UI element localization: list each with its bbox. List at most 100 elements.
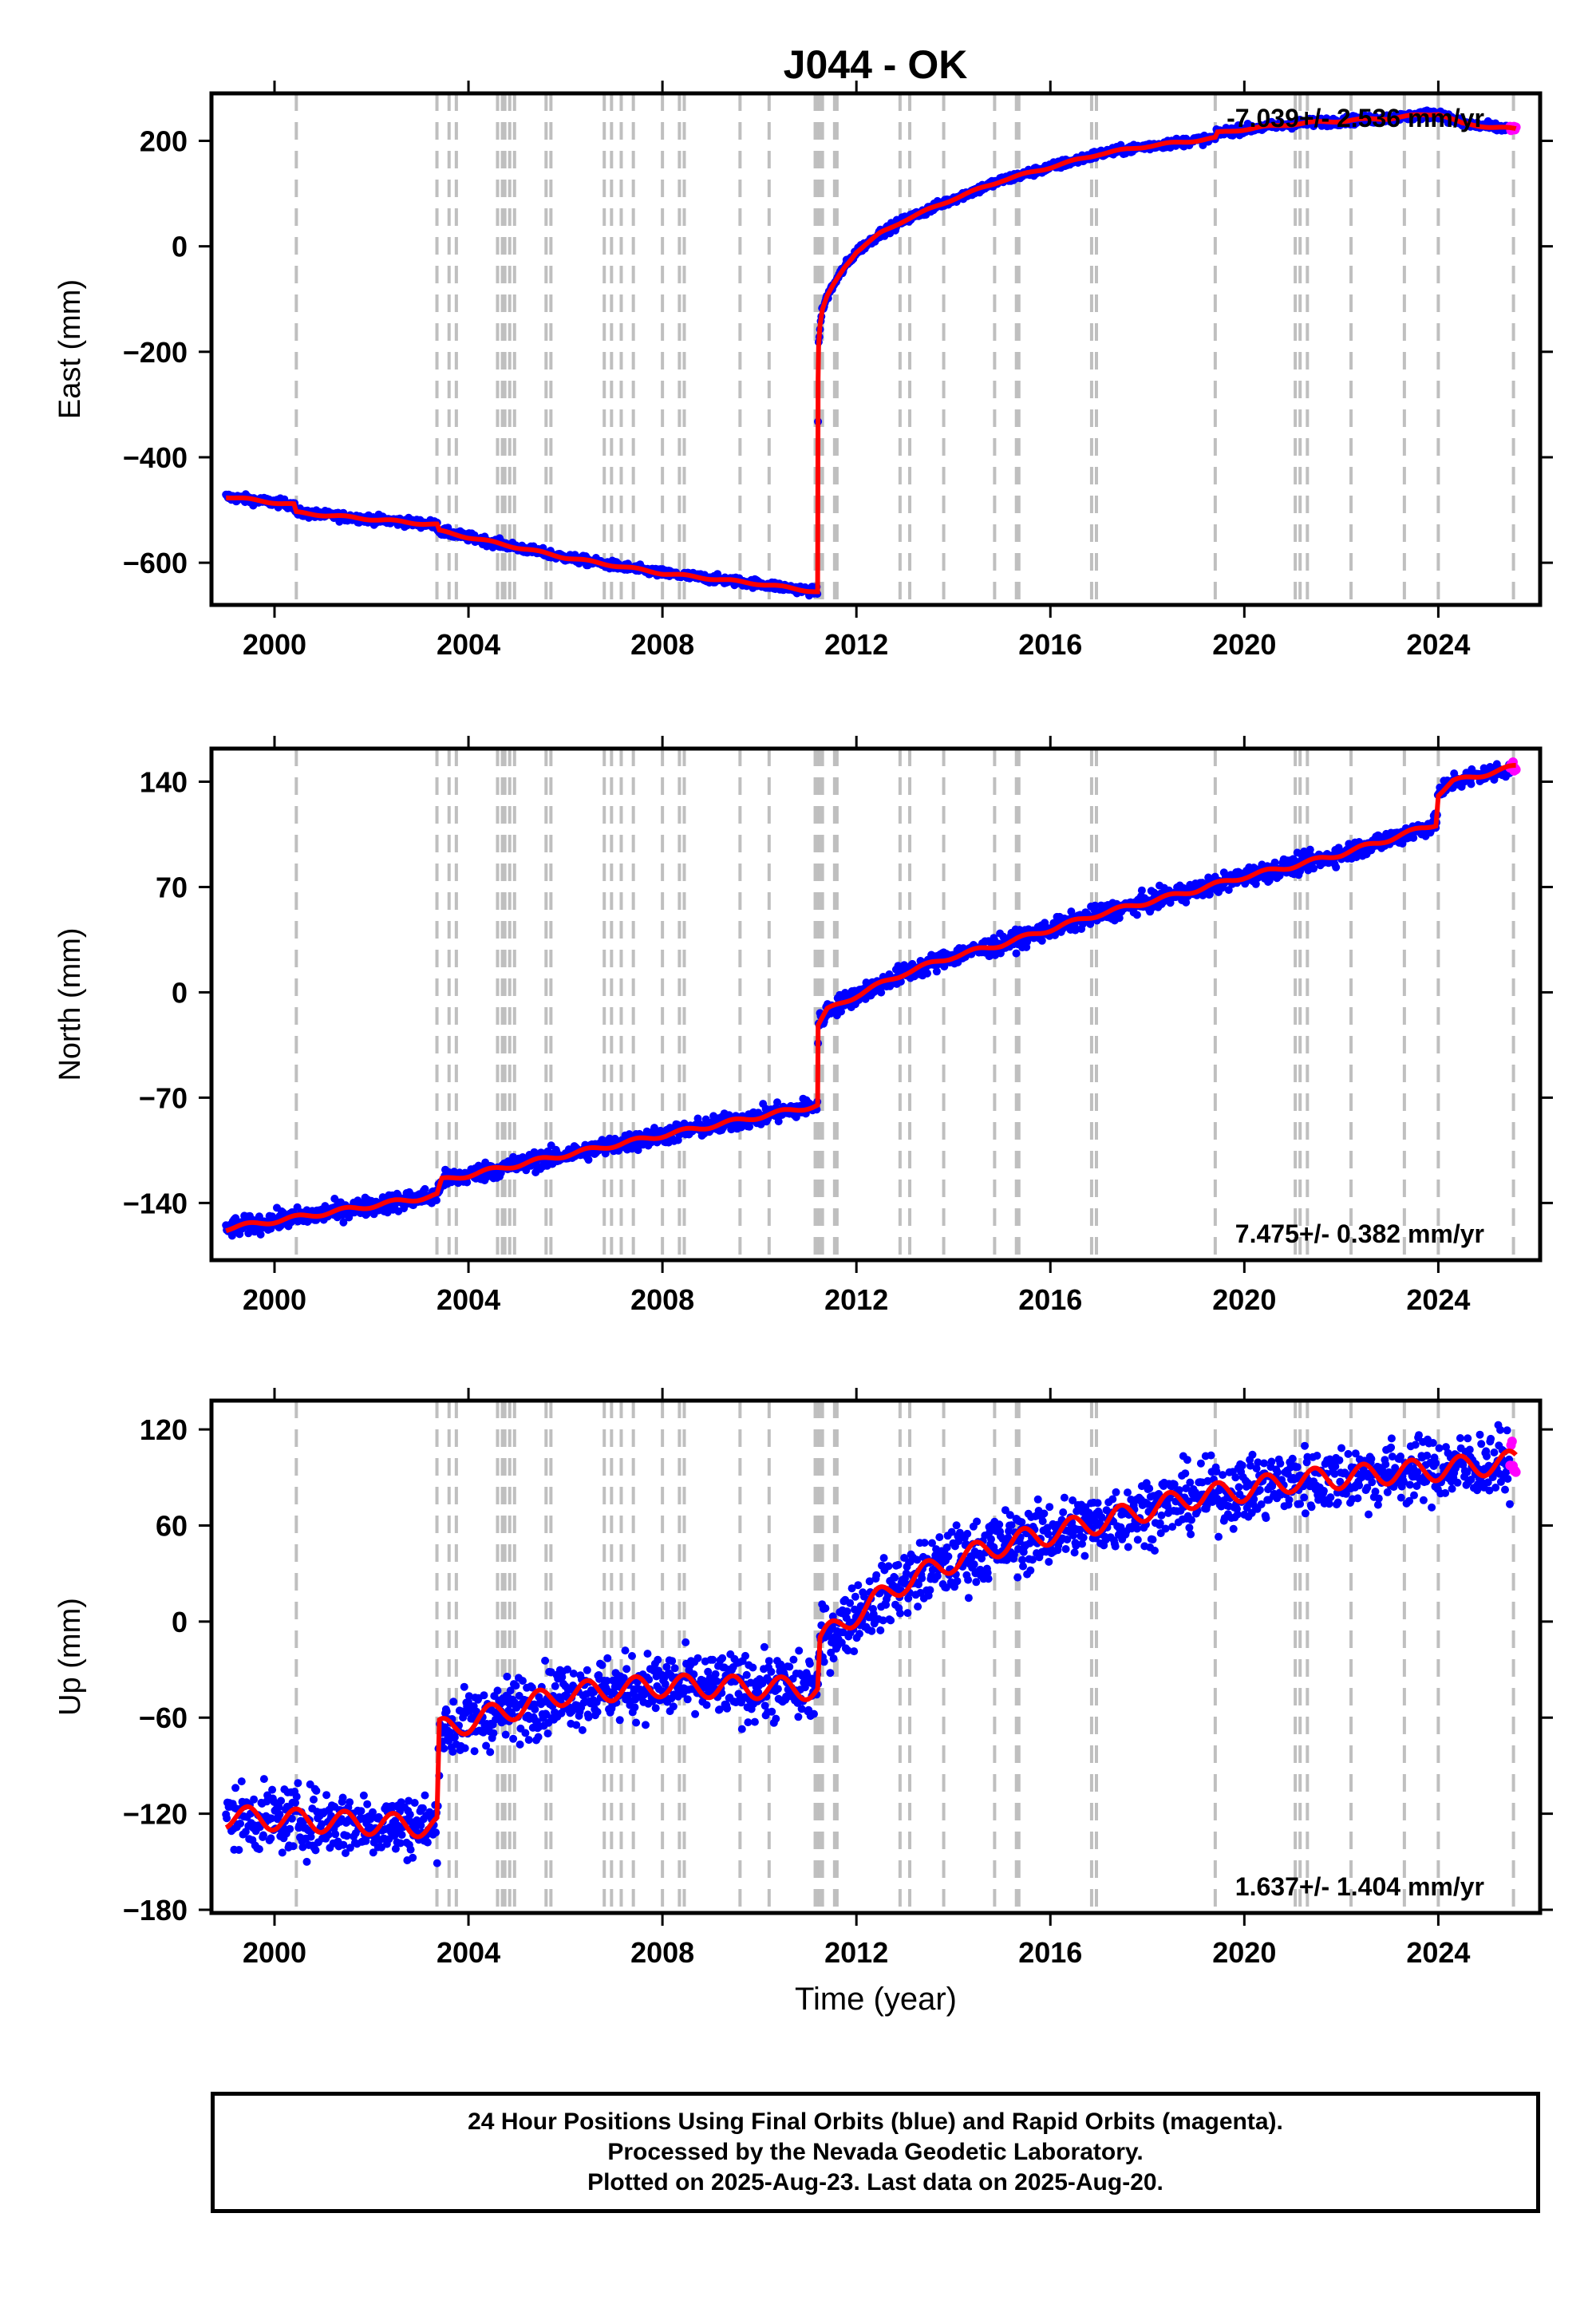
final-orbit-points xyxy=(222,1421,1514,1867)
data-point xyxy=(501,1730,510,1739)
data-point xyxy=(1467,780,1476,788)
data-point xyxy=(785,1662,794,1671)
x-tick-label: 2024 xyxy=(1406,628,1470,661)
data-point xyxy=(534,1733,543,1741)
data-point xyxy=(760,1642,768,1651)
data-point xyxy=(1205,890,1214,899)
data-point xyxy=(460,1744,469,1753)
data-point xyxy=(530,1148,539,1156)
y-tick-label: −200 xyxy=(123,336,188,369)
data-point xyxy=(310,1795,318,1804)
data-point xyxy=(259,1831,267,1840)
data-point xyxy=(794,1713,803,1721)
data-point xyxy=(493,1686,502,1695)
data-point xyxy=(460,1682,468,1691)
data-point xyxy=(654,1655,662,1664)
data-point xyxy=(449,1697,458,1706)
data-point xyxy=(256,1230,265,1239)
data-point xyxy=(1012,949,1021,958)
data-point xyxy=(876,1626,885,1634)
data-point xyxy=(292,1792,301,1801)
data-point xyxy=(872,1571,881,1579)
data-point xyxy=(512,1682,520,1690)
x-tick-label: 2008 xyxy=(630,1283,694,1316)
data-point xyxy=(843,1607,851,1616)
data-point xyxy=(583,1666,591,1674)
data-point xyxy=(237,1777,246,1786)
x-tick-label: 2024 xyxy=(1406,1283,1470,1316)
data-point xyxy=(773,1685,782,1694)
data-point xyxy=(1115,914,1124,923)
x-tick-label: 2016 xyxy=(1018,628,1082,661)
data-point xyxy=(805,1659,814,1668)
data-point xyxy=(541,1656,550,1665)
data-point xyxy=(789,1655,798,1664)
data-point xyxy=(236,1820,245,1828)
model-line xyxy=(226,112,1517,595)
data-point xyxy=(363,1800,372,1808)
y-tick-label: 0 xyxy=(172,231,188,263)
data-point xyxy=(764,1657,773,1666)
data-point xyxy=(1270,858,1279,867)
data-point xyxy=(1091,901,1100,910)
data-point xyxy=(643,1650,652,1658)
data-point xyxy=(286,1824,294,1833)
x-tick-label: 2016 xyxy=(1018,1283,1082,1316)
data-point xyxy=(879,1554,888,1563)
data-point xyxy=(470,1747,479,1756)
data-point xyxy=(572,1721,581,1729)
data-point xyxy=(851,1592,859,1601)
data-point xyxy=(884,1562,893,1571)
data-point xyxy=(223,1814,231,1823)
data-point xyxy=(768,1707,776,1716)
data-point xyxy=(277,1796,286,1805)
data-point xyxy=(1224,886,1233,895)
data-point xyxy=(524,1736,533,1745)
data-point xyxy=(829,1654,838,1663)
data-point xyxy=(767,1667,776,1676)
data-point xyxy=(338,1793,347,1802)
data-point xyxy=(1037,936,1046,945)
data-point xyxy=(406,1845,415,1854)
data-point xyxy=(1132,911,1141,919)
data-point xyxy=(632,1718,641,1727)
data-point xyxy=(774,1117,783,1126)
data-point xyxy=(480,1691,488,1700)
data-point xyxy=(810,1709,818,1718)
data-point xyxy=(584,1713,593,1721)
data-point xyxy=(723,1704,732,1713)
data-point xyxy=(1182,898,1191,907)
data-point xyxy=(642,1721,650,1729)
data-point xyxy=(448,1748,457,1756)
data-point xyxy=(235,1846,243,1854)
data-point xyxy=(750,1717,759,1726)
data-point xyxy=(622,1665,631,1674)
data-point xyxy=(418,1804,427,1812)
x-tick-label: 2008 xyxy=(630,628,694,661)
x-tick-label: 2012 xyxy=(824,1283,888,1316)
data-point xyxy=(278,1848,286,1857)
x-tick-label: 2020 xyxy=(1212,1283,1276,1316)
y-tick-label: −600 xyxy=(123,547,188,579)
data-point xyxy=(854,1581,863,1590)
chart-title: J044 - OK xyxy=(784,42,968,87)
data-point xyxy=(322,1791,331,1800)
data-point xyxy=(669,1702,678,1711)
data-point xyxy=(1251,879,1260,888)
event-lines xyxy=(294,749,1515,1260)
data-point xyxy=(744,1718,753,1727)
data-point xyxy=(702,1701,711,1709)
data-point xyxy=(433,1196,440,1204)
data-point xyxy=(516,1740,524,1749)
data-point xyxy=(584,1156,593,1164)
event-lines xyxy=(294,93,1515,605)
y-tick-label: −400 xyxy=(123,441,188,474)
data-point xyxy=(718,1654,727,1662)
data-point xyxy=(423,1838,432,1847)
data-point xyxy=(1071,926,1080,935)
data-point xyxy=(509,1734,518,1743)
data-point xyxy=(231,1784,240,1792)
